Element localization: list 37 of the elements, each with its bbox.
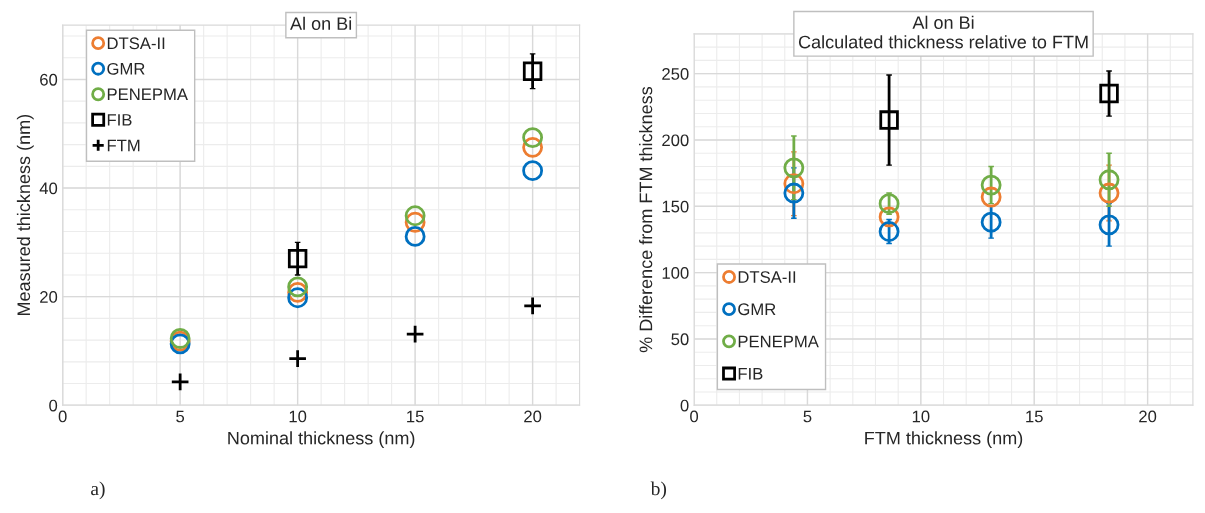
y-tick-label: 150 xyxy=(662,200,689,213)
text: b) xyxy=(650,481,667,500)
x-tick-label: 15 xyxy=(1026,410,1043,423)
x-tick-label: 10 xyxy=(289,410,307,423)
y-tick-label: 60 xyxy=(40,73,58,86)
y-axis-title: Measured thickness (nm) xyxy=(16,114,34,316)
chart-title: Al on Bi xyxy=(290,16,352,30)
y-tick-label: 200 xyxy=(662,134,689,147)
y-tick-label: 0 xyxy=(680,399,689,412)
x-axis-title: Nominal thickness (nm) xyxy=(228,431,415,449)
x-tick-label: 15 xyxy=(407,410,424,423)
legend-label: FIB xyxy=(107,114,132,126)
x-tick-label: 20 xyxy=(524,410,542,423)
y-tick-label: 50 xyxy=(671,333,689,346)
x-axis-title: FTM thickness (nm) xyxy=(865,431,1023,449)
legend-label: GMR xyxy=(107,62,145,75)
y-tick-label: 100 xyxy=(662,267,689,279)
legend-label: PENEPMA xyxy=(738,335,819,348)
text: a) xyxy=(91,481,105,500)
legend-label: PENEPMA xyxy=(107,88,188,101)
y-axis-title: % Difference from FTM thickness xyxy=(639,86,653,353)
x-tick-label: 0 xyxy=(58,410,67,423)
x-tick-label: 20 xyxy=(1139,410,1157,423)
y-tick-label: 0 xyxy=(49,399,58,412)
y-tick-label: 20 xyxy=(40,291,58,303)
legend-label: DTSA-II xyxy=(738,271,796,283)
x-tick-label: 5 xyxy=(176,410,185,423)
x-tick-label: 0 xyxy=(690,410,699,423)
y-tick-label: 250 xyxy=(662,68,689,80)
legend-label: FIB xyxy=(738,367,763,380)
y-tick-label: 40 xyxy=(39,182,58,195)
legend-label: DTSA-II xyxy=(107,37,165,50)
x-tick-label: 5 xyxy=(803,410,812,423)
legend-label: GMR xyxy=(738,303,776,316)
x-tick-label: 10 xyxy=(912,410,930,423)
legend-label: FTM xyxy=(107,139,140,152)
chart-title: Al on Bi Calculated thickness relative to FTM xyxy=(798,15,1088,49)
